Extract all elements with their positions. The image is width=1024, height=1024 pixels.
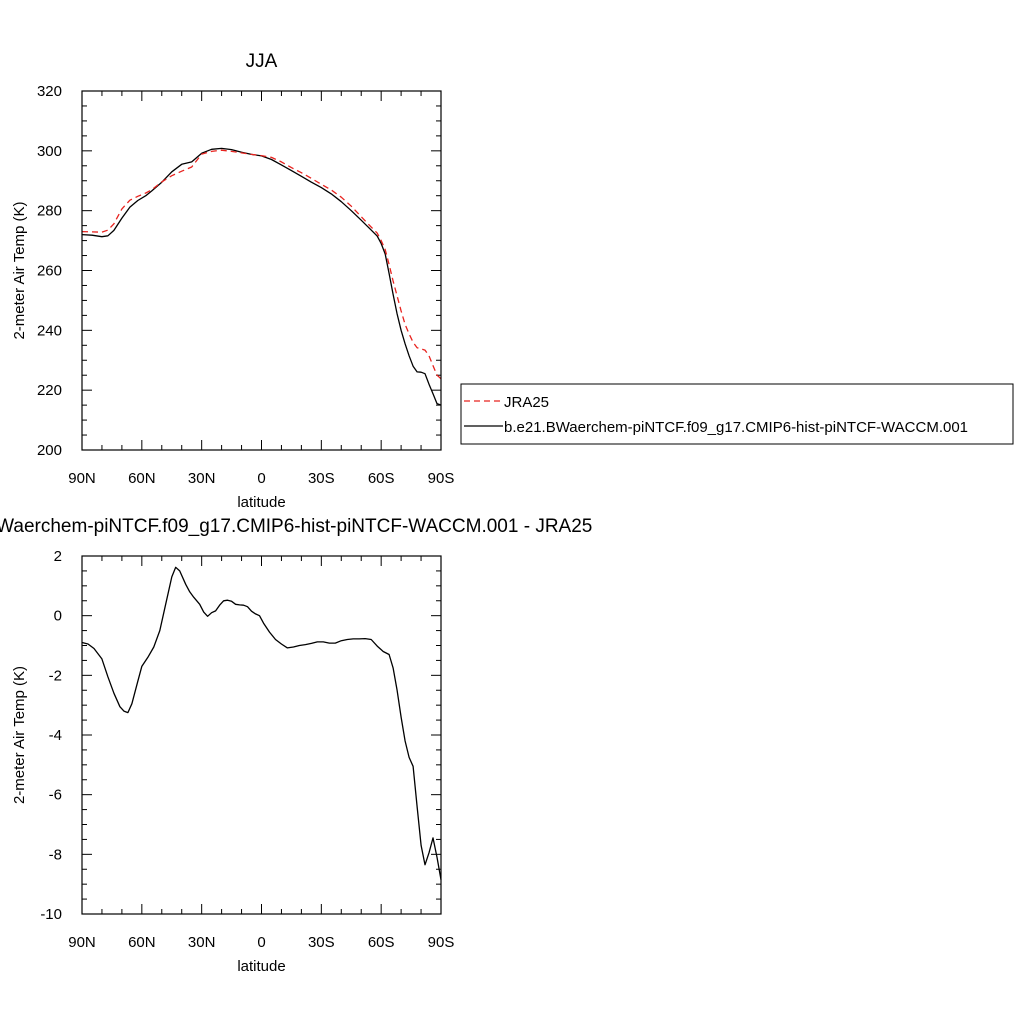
y-tick-label: 2 (54, 548, 62, 565)
plot-frame (81, 90, 442, 451)
legend-entry-jra25: JRA25 (504, 394, 549, 411)
y-tick-label: 200 (37, 442, 62, 459)
series-lines (81, 147, 442, 406)
y-tick-labels: 200 220 240 260 280 300 320 (37, 83, 62, 459)
tick-marks (81, 555, 442, 915)
y-tick-label: -2 (49, 667, 62, 684)
x-tick-label: 60N (128, 934, 156, 951)
x-axis-label: latitude (237, 958, 285, 975)
y-tick-label: -6 (49, 787, 62, 804)
x-tick-label: 30S (308, 934, 335, 951)
legend: JRA25 b.e21.BWaerchem-piNTCF.f09_g17.CMI… (460, 383, 1014, 445)
legend-box (460, 383, 1014, 445)
legend-entry-model: b.e21.BWaerchem-piNTCF.f09_g17.CMIP6-his… (504, 419, 968, 436)
x-tick-label: 60N (128, 470, 156, 487)
x-tick-label: 0 (257, 934, 265, 951)
chart-title: b.e21.BWaerchem-piNTCF.f09_g17.CMIP6-his… (0, 516, 592, 537)
panel-top-zonal-mean: JJA latitude 2-meter Air Temp (K) 90N 60N… (11, 51, 454, 511)
series-line-jra25 (81, 149, 442, 380)
x-tick-label: 90S (428, 470, 455, 487)
x-tick-label: 90N (68, 470, 96, 487)
tick-marks (81, 90, 442, 451)
x-tick-label: 90N (68, 934, 96, 951)
y-tick-label: 220 (37, 382, 62, 399)
y-axis-label: 2-meter Air Temp (K) (11, 666, 28, 804)
plot-frame (81, 555, 442, 915)
series-line-difference (81, 566, 442, 880)
panel-bottom-difference: b.e21.BWaerchem-piNTCF.f09_g17.CMIP6-his… (0, 516, 592, 975)
x-tick-label: 30S (308, 470, 335, 487)
x-tick-label: 60S (368, 934, 395, 951)
x-tick-label: 30N (188, 934, 216, 951)
y-tick-label: 280 (37, 203, 62, 220)
y-tick-label: 320 (37, 83, 62, 100)
y-tick-label: -4 (49, 727, 62, 744)
x-tick-label: 0 (257, 470, 265, 487)
x-tick-labels: 90N 60N 30N 0 30S 60S 90S (68, 470, 454, 487)
y-tick-label: -10 (40, 906, 62, 923)
x-tick-labels: 90N 60N 30N 0 30S 60S 90S (68, 934, 454, 951)
series-lines (81, 566, 442, 880)
x-tick-label: 90S (428, 934, 455, 951)
series-line-b-e21-bwaerchem-pintcf-f09-g17-cmip6-his (81, 147, 442, 406)
x-tick-label: 30N (188, 470, 216, 487)
x-axis-label: latitude (237, 494, 285, 511)
y-tick-label: 260 (37, 263, 62, 280)
y-tick-label: 0 (54, 608, 62, 625)
chart-title: JJA (246, 51, 278, 72)
y-tick-label: 240 (37, 322, 62, 339)
y-tick-label: -8 (49, 846, 62, 863)
y-tick-labels: -10 -8 -6 -4 -2 0 2 (40, 548, 62, 923)
y-axis-label: 2-meter Air Temp (K) (11, 201, 28, 339)
y-tick-label: 300 (37, 143, 62, 160)
x-tick-label: 60S (368, 470, 395, 487)
